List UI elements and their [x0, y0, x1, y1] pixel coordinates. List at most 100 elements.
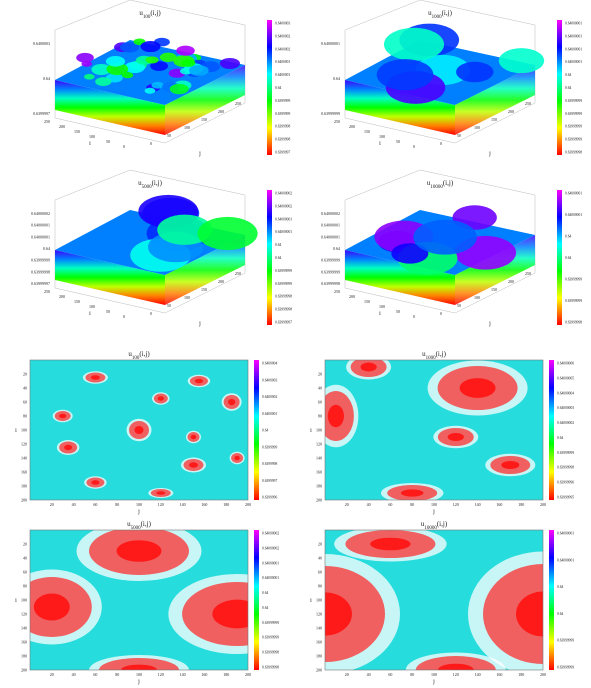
heatmap-field [325, 530, 543, 670]
y-axis-label: i [15, 428, 17, 434]
colorbar-tick-label: 0.64 [262, 591, 268, 595]
j-tick-label: 100 [474, 125, 480, 130]
y-tick-label: 20 [318, 372, 322, 377]
i-tick-label: 200 [349, 124, 355, 129]
x-tick-label: 40 [367, 672, 371, 677]
surface-bump [91, 64, 112, 75]
y-tick-label: 200 [316, 498, 322, 503]
y-tick-label: 140 [316, 626, 322, 631]
colorbar-tick-label: 0.64 [275, 243, 281, 247]
colorbar-tick-label: 0.63999999 [275, 282, 292, 286]
y-tick-label: 120 [316, 442, 322, 447]
j-tick-label: 50 [167, 133, 171, 138]
heatmap-core [228, 398, 236, 406]
title-arg: (i,j) [150, 9, 161, 17]
surface-panel-p4: u10000(i,j)0.640000020.640000010.6400000… [321, 169, 582, 327]
colorbar-tick-label: 0.63999999 [557, 666, 574, 670]
surface-side-face [165, 65, 245, 135]
heatmap-core [501, 460, 520, 470]
z-tick-label: 0.63999999 [31, 258, 50, 263]
i-tick-label: 200 [349, 294, 355, 299]
colorbar-tick-label: 0.64000004 [557, 391, 574, 395]
heatmap-core [116, 540, 162, 562]
plot-box [54, 0, 246, 144]
surface-bump [181, 59, 196, 67]
z-tick-label: 0.63999998 [31, 269, 50, 274]
i-tick-label: 50 [396, 309, 400, 314]
surface-panel-p2: u1000(i,j)0.640000010.640.63999999250200… [321, 0, 582, 157]
heatmap-core [64, 444, 73, 451]
x-axis-label: j [137, 509, 140, 515]
surface-bump [219, 57, 240, 70]
heatmap-panel-p7: u5000(i,j) 20 40 60 80 100 120 140 160 180 200 20 40… [15, 520, 279, 685]
colorbar-tick-label: 0.64000001 [565, 60, 582, 64]
surface-bump [145, 56, 159, 64]
i-tick-label: 250 [334, 119, 340, 124]
colorbar-tick-label: 0.64000001 [275, 217, 292, 221]
i-tick-label: 50 [396, 139, 400, 144]
heatmap-core [157, 396, 164, 401]
z-tick-label: 0.64000002 [321, 211, 340, 216]
colorbar-tick-label: 0.64000001 [262, 576, 279, 580]
title-sub: 1000 [432, 15, 443, 20]
colorbar-tick-label: 0.64 [262, 606, 268, 610]
surface-bump [169, 83, 189, 95]
y-tick-label: 160 [316, 470, 322, 475]
z-tick-label: 0.63999998 [321, 281, 340, 286]
x-tick-label: 100 [136, 502, 142, 507]
j-tick-label: 100 [474, 295, 480, 300]
i-tick-label: 100 [379, 304, 385, 309]
j-tick-label: 150 [491, 287, 497, 292]
surface-bump [144, 87, 156, 94]
panel-title: u5000(i,j) [127, 520, 151, 531]
colorbar-tick-label: 0.63999995 [557, 496, 574, 500]
heatmap-core [121, 664, 157, 670]
title-main: u [139, 9, 143, 17]
z-tick-label: 0.64000001 [31, 234, 50, 239]
colorbar-tick-label: 0.63999999 [557, 639, 574, 643]
colorbar-tick-label: 0.6400002 [275, 34, 290, 38]
surface-front-face [55, 80, 165, 135]
x-tick-label: 100 [431, 502, 437, 507]
i-tick-label: 0 [123, 144, 125, 149]
surface-bump [120, 42, 140, 53]
title-arg: (i,j) [152, 179, 163, 187]
surface-panel-p3: u5000(i,j)0.640000020.640000010.64000001… [31, 169, 292, 327]
colorbar [557, 190, 562, 325]
title-main: u [422, 350, 426, 358]
panel-title: u1000(i,j) [422, 350, 446, 361]
j-tick-label: 0 [440, 141, 442, 146]
heatmap-core [33, 593, 70, 621]
z-tick-label: 0.64000001 [321, 223, 340, 228]
i-tick-label: 0 [413, 314, 415, 319]
colorbar-tick-label: 0.64000001 [565, 47, 582, 51]
y-tick-label: 160 [21, 470, 27, 475]
x-tick-label: 40 [367, 502, 371, 507]
x-tick-label: 60 [388, 672, 392, 677]
z-tick-label: 0.63999999 [321, 258, 340, 263]
heatmap-hotspot [415, 656, 496, 670]
title-main: u [128, 350, 132, 358]
colorbar-tick-label: 0.6400003 [262, 378, 277, 382]
colorbar-tick-label: 0.6400002 [262, 395, 277, 399]
x-tick-label: 160 [201, 502, 207, 507]
colorbar [254, 360, 259, 500]
surface-bump [383, 27, 445, 61]
i-tick-label: 150 [74, 299, 80, 304]
y-tick-label: 40 [318, 386, 322, 391]
i-tick-label: 250 [334, 289, 340, 294]
i-axis-label: i [89, 311, 91, 317]
x-axis-label: j [432, 509, 435, 515]
y-tick-label: 20 [318, 542, 322, 547]
surface-bump [498, 48, 545, 74]
title-sub: 5000 [131, 526, 142, 531]
colorbar-tick-label: 0.64 [262, 429, 268, 433]
i-tick-label: 0 [123, 314, 125, 319]
colorbar-tick-label: 0.64000001 [565, 22, 582, 26]
y-axis-label: i [310, 428, 312, 434]
surface-bump [456, 61, 494, 83]
y-tick-label: 160 [21, 640, 27, 645]
i-axis-label: i [89, 141, 91, 147]
j-tick-label: 200 [508, 109, 514, 114]
colorbar-tick-label: 0.64000001 [275, 230, 292, 234]
